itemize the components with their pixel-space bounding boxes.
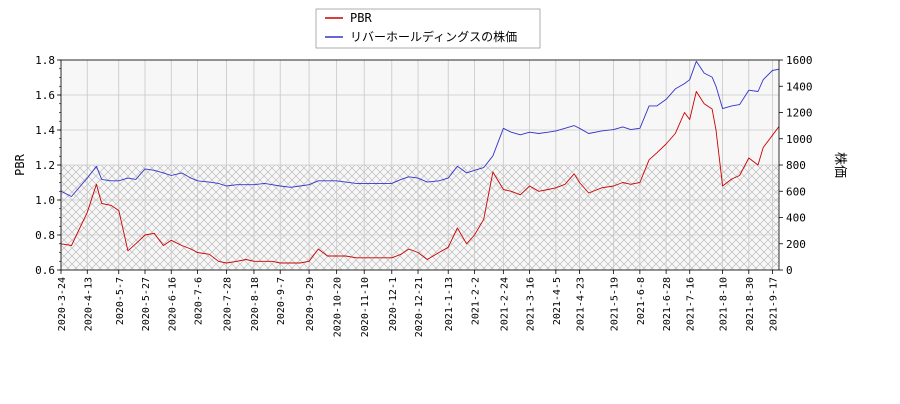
- legend-label-stock: リバーホールディングスの株価: [350, 29, 517, 44]
- y-tick-label-right: 1200: [786, 107, 813, 120]
- y-tick-label-right: 1000: [786, 133, 813, 146]
- x-tick-label: 2020-5-27: [141, 277, 152, 331]
- series-line-pbr: [61, 91, 779, 264]
- y-tick-label-left: 1.2: [35, 159, 55, 172]
- y-tick-label-right: 0: [786, 264, 793, 277]
- x-tick-label: 2021-8-10: [719, 277, 730, 331]
- x-tick-label: 2021-4-5: [552, 277, 563, 325]
- x-tick-label: 2020-10-20: [333, 277, 344, 337]
- y-tick-label-left: 1.8: [35, 54, 55, 67]
- x-tick-label: 2020-12-1: [388, 277, 399, 331]
- x-tick-label: 2021-8-30: [745, 277, 756, 331]
- y-tick-label-right: 800: [786, 159, 806, 172]
- y-tick-label-left: 0.6: [35, 264, 55, 277]
- y-tick-label-left: 1.4: [35, 124, 55, 137]
- y-tick-label-right: 1400: [786, 80, 813, 93]
- x-tick-label: 2021-6-8: [636, 277, 647, 325]
- y-tick-label-left: 1.6: [35, 89, 55, 102]
- x-tick-label: 2020-11-10: [360, 277, 371, 337]
- y-axis-label-right: 株価: [832, 152, 847, 178]
- y-tick-label-left: 1.0: [35, 194, 55, 207]
- x-tick-label: 2021-9-17: [768, 277, 779, 331]
- x-tick-label: 2020-12-21: [414, 277, 425, 337]
- x-tick-label: 2020-7-28: [222, 277, 233, 331]
- x-tick-label: 2021-1-13: [444, 277, 455, 331]
- x-tick-label: 2020-5-7: [115, 277, 126, 325]
- x-tick-label: 2020-8-18: [250, 277, 261, 331]
- shaded-band: [61, 165, 779, 270]
- x-tick-label: 2020-4-13: [83, 277, 94, 331]
- y-tick-label-right: 200: [786, 238, 806, 251]
- legend: PBR リバーホールディングスの株価: [315, 8, 541, 49]
- y-tick-label-left: 0.8: [35, 229, 55, 242]
- y-tick-label-right: 400: [786, 212, 806, 225]
- y-tick-label-right: 1600: [786, 54, 813, 67]
- x-tick-label: 2020-9-7: [276, 277, 287, 325]
- x-tick-label: 2021-3-16: [526, 277, 537, 331]
- x-tick-label: 2021-7-16: [686, 277, 697, 331]
- x-tick-label: 2020-6-16: [167, 277, 178, 331]
- x-tick-label: 2021-2-2: [470, 277, 481, 325]
- y-axis-label-left: PBR: [13, 153, 27, 175]
- x-tick-label: 2020-3-24: [57, 277, 68, 331]
- legend-label-pbr: PBR: [350, 11, 372, 25]
- x-tick-label: 2021-6-28: [662, 277, 673, 331]
- legend-box: [315, 8, 541, 49]
- y-tick-label-right: 600: [786, 185, 806, 198]
- x-tick-label: 2021-4-23: [575, 277, 586, 331]
- x-tick-label: 2021-5-19: [610, 277, 621, 331]
- x-tick-label: 2021-2-24: [499, 277, 510, 331]
- x-tick-label: 2020-9-29: [305, 277, 316, 331]
- series-line-stock-price: [61, 60, 779, 197]
- x-tick-label: 2020-7-6: [194, 277, 205, 325]
